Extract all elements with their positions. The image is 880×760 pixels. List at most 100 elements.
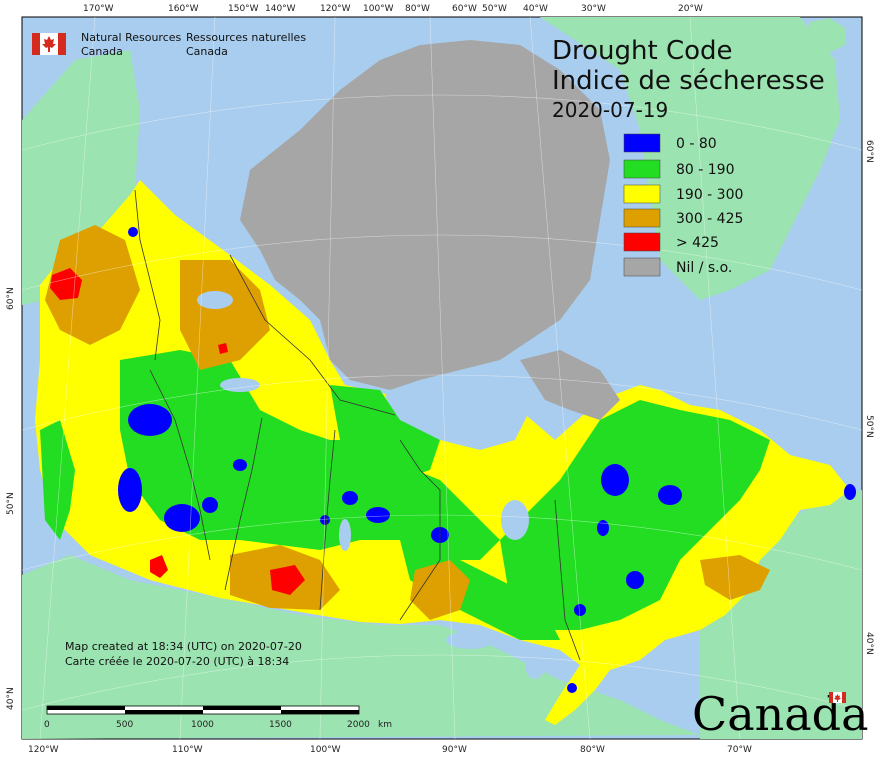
top-tick: 30°W xyxy=(581,4,606,14)
grid-line xyxy=(21,374,863,431)
scale-unit: km xyxy=(378,720,392,730)
title-french: Indice de sécheresse xyxy=(552,66,825,96)
lake-huron xyxy=(525,651,545,679)
nwt-nunavut-boundary xyxy=(229,254,396,416)
blue-patch xyxy=(128,404,172,436)
agency-en-line2: Canada xyxy=(81,45,123,58)
legend-swatch xyxy=(623,159,661,179)
low-dc-patches xyxy=(118,227,856,693)
usa-land xyxy=(22,555,700,739)
provincial-boundaries xyxy=(134,189,581,661)
great-bear-lake xyxy=(197,291,233,309)
legend: 0 - 80 80 - 190 190 - 300 300 - 425 > 42… xyxy=(623,133,743,277)
top-tick: 120°W xyxy=(320,4,351,14)
legend-swatch xyxy=(623,257,661,277)
great-slave-lake xyxy=(220,378,260,392)
blue-patch xyxy=(601,464,629,496)
right-tick: 40°N xyxy=(864,632,874,655)
lakes xyxy=(197,291,545,679)
legend-label: > 425 xyxy=(676,235,719,251)
legend-label: 0 - 80 xyxy=(676,136,717,152)
greenland-land xyxy=(540,17,840,300)
blue-patch xyxy=(844,484,856,500)
bottom-tick: 110°W xyxy=(172,745,203,755)
canada-wordmark: Canada xyxy=(692,687,869,741)
agency-fr-line1: Ressources naturelles xyxy=(186,31,306,44)
grid-line xyxy=(319,16,336,740)
alaska-land xyxy=(22,50,140,305)
bc-south-red xyxy=(150,555,168,578)
usa-east-land xyxy=(700,490,862,739)
bottom-tick: 100°W xyxy=(310,745,341,755)
legend-label: 300 - 425 xyxy=(676,211,743,227)
blue-patch xyxy=(626,571,644,589)
grid-line xyxy=(39,16,96,740)
right-tick: 60°N xyxy=(864,140,874,163)
legend-label: Nil / s.o. xyxy=(676,260,732,276)
legend-swatch xyxy=(623,232,661,252)
grid-line xyxy=(21,94,863,151)
right-axis: 60°N 50°N 40°N xyxy=(864,140,874,655)
james-bay xyxy=(501,500,529,540)
blue-patch xyxy=(574,604,586,616)
left-tick: 40°N xyxy=(6,687,16,710)
left-tick: 50°N xyxy=(6,492,16,515)
blue-patch xyxy=(658,485,682,505)
scale-bar-segment xyxy=(281,710,359,714)
left-axis: 60°N 50°N 40°N xyxy=(6,287,16,710)
alberta-sask-boundary xyxy=(224,417,263,591)
bottom-tick: 70°W xyxy=(727,745,752,755)
grid-line xyxy=(21,654,863,711)
top-tick: 160°W xyxy=(168,4,199,14)
top-tick: 40°W xyxy=(523,4,548,14)
ontario-orange xyxy=(410,560,470,620)
title-english: Drought Code xyxy=(552,36,733,66)
grid-line xyxy=(21,514,863,571)
map-date: 2020-07-19 xyxy=(552,98,668,122)
right-tick: 50°N xyxy=(864,415,874,438)
iceland-land xyxy=(810,18,845,55)
nunavik-nil xyxy=(520,350,620,420)
top-tick: 100°W xyxy=(363,4,394,14)
grid-line xyxy=(179,16,216,740)
top-tick: 80°W xyxy=(405,4,430,14)
nwt-red xyxy=(218,343,228,354)
blue-patch xyxy=(320,515,330,525)
quebec-green xyxy=(500,400,770,630)
grid-line xyxy=(429,16,456,740)
scale-bar-segment xyxy=(47,706,125,710)
grid-line xyxy=(689,16,741,740)
blue-patch xyxy=(164,504,200,532)
lake-winnipeg xyxy=(339,519,351,551)
top-tick: 140°W xyxy=(265,4,296,14)
agency-en-line1: Natural Resources xyxy=(81,31,182,44)
wordmark-flag-left xyxy=(829,692,833,703)
credit-english: Map created at 18:34 (UTC) on 2020-07-20 xyxy=(65,640,302,653)
bottom-tick: 90°W xyxy=(442,745,467,755)
yukon-orange xyxy=(45,225,140,345)
top-tick: 60°W xyxy=(452,4,477,14)
blue-patch xyxy=(128,227,138,237)
bc-green-coast xyxy=(40,420,75,540)
top-tick: 50°W xyxy=(482,4,507,14)
blue-patch xyxy=(567,683,577,693)
flag-right-bar xyxy=(58,33,66,55)
scale-tick: 1000 xyxy=(191,720,214,730)
prairie-red xyxy=(270,565,305,595)
blue-patch xyxy=(233,459,247,471)
wordmark-flag-right xyxy=(842,692,846,703)
bottom-tick: 80°W xyxy=(580,745,605,755)
blue-patch xyxy=(118,468,142,512)
legend-label: 190 - 300 xyxy=(676,187,743,203)
blue-patch xyxy=(342,491,358,505)
blue-patch xyxy=(597,520,609,536)
bc-alberta-boundary xyxy=(149,369,211,561)
boreal-green-central xyxy=(330,385,440,480)
flag-left-bar xyxy=(32,33,40,55)
agency-fr-line2: Canada xyxy=(186,45,228,58)
wordmark-maple-leaf-icon xyxy=(834,694,841,702)
bottom-axis: 120°W 110°W 100°W 90°W 80°W 70°W xyxy=(28,745,752,755)
scale-tick: 500 xyxy=(116,720,133,730)
scale-bar: 0 500 1000 1500 2000 km xyxy=(44,705,392,730)
legend-swatch xyxy=(623,208,661,228)
